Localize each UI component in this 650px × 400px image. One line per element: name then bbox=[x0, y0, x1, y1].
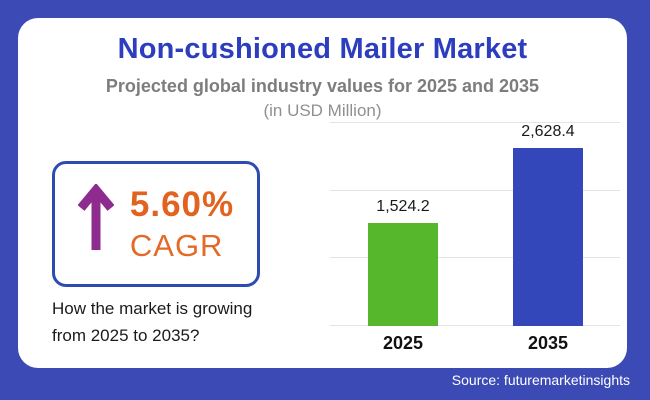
up-arrow-icon bbox=[77, 184, 114, 250]
gridline-3000 bbox=[330, 122, 620, 123]
caption-line-2: from 2025 to 2035? bbox=[52, 326, 200, 345]
chart-subtitle: Projected global industry values for 202… bbox=[105, 76, 540, 96]
infographic-card: Non-cushioned Mailer Market Projected gl… bbox=[18, 18, 627, 368]
gridline-0 bbox=[330, 325, 620, 326]
chart-caption: How the market is growing from 2025 to 2… bbox=[52, 295, 252, 349]
bar-2025 bbox=[368, 223, 438, 326]
x-axis-label-2035: 2035 bbox=[527, 333, 569, 353]
bar-2035 bbox=[513, 148, 583, 326]
gridline-1000 bbox=[330, 257, 620, 259]
gridline-2000 bbox=[330, 189, 620, 191]
x-axis-label-2025: 2025 bbox=[382, 333, 424, 353]
cagr-highlight-box: 5.60% CAGR bbox=[52, 161, 260, 287]
unit-note: (in USD Million) bbox=[263, 101, 382, 120]
page-title: Non-cushioned Mailer Market bbox=[117, 33, 528, 65]
source-attribution: Source: futuremarketinsights bbox=[451, 372, 630, 388]
cagr-value: 5.60% bbox=[129, 185, 235, 224]
bar-value-2025: 1,524.2 bbox=[376, 198, 430, 215]
bar-plot: 1,524.2 2,628.4 bbox=[330, 122, 620, 326]
caption-line-1: How the market is growing bbox=[52, 299, 253, 318]
cagr-text-block: 5.60% CAGR bbox=[130, 187, 234, 261]
cagr-label: CAGR bbox=[129, 228, 224, 263]
bar-value-2035: 2,628.4 bbox=[521, 123, 575, 140]
